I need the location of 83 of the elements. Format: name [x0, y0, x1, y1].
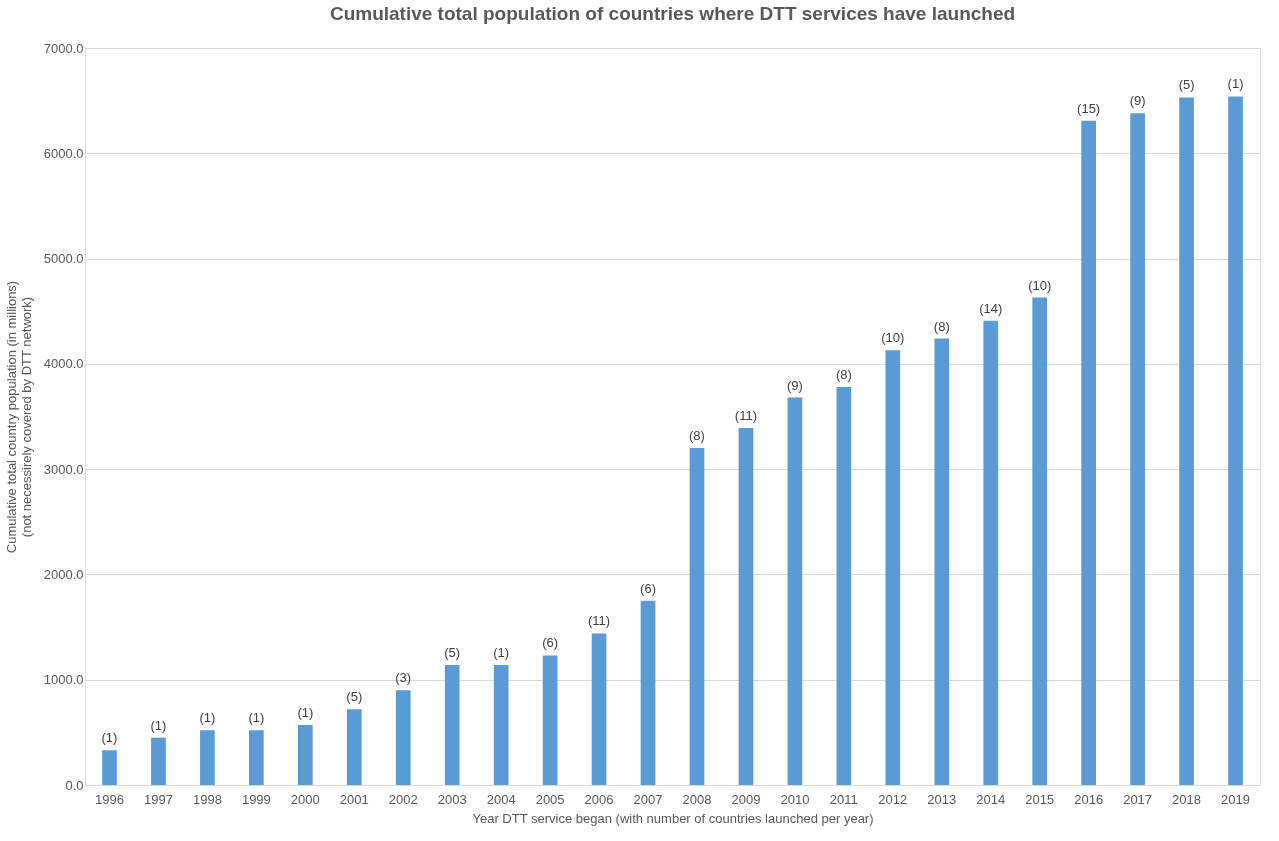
- annotation: (6): [640, 580, 656, 596]
- bar: [542, 655, 558, 785]
- x-tick-label: 2008: [682, 791, 712, 807]
- y-tick-label: 2000.0: [43, 566, 84, 582]
- bar: [1179, 97, 1194, 785]
- annotation: (1): [297, 704, 314, 720]
- x-tick-label: 2003: [437, 791, 467, 807]
- annotation: (14): [979, 300, 1003, 316]
- annotation: (1): [199, 710, 216, 726]
- annotation: (5): [346, 689, 363, 705]
- x-tick-label: 2017: [1123, 791, 1153, 807]
- x-tick-label: 2006: [584, 791, 614, 807]
- x-tick-label: 2015: [1025, 791, 1055, 807]
- y-tick-label: 6000.0: [43, 145, 84, 161]
- annotation: (9): [786, 377, 803, 393]
- x-tick-label: 2005: [535, 791, 565, 807]
- x-tick-label: 2018: [1172, 791, 1202, 807]
- bar: [297, 724, 313, 785]
- bar: [836, 387, 852, 785]
- bar: [591, 633, 607, 785]
- bar: [151, 737, 166, 785]
- bar: [983, 320, 999, 785]
- bar: [102, 750, 117, 785]
- bar: [640, 600, 656, 785]
- bar: [1081, 120, 1096, 785]
- annotation: (3): [395, 670, 412, 686]
- x-tick-label: 2000: [290, 791, 320, 807]
- bar: [1032, 297, 1048, 785]
- x-tick-label: 1998: [192, 791, 222, 807]
- bar: [934, 338, 950, 785]
- bar: [444, 664, 460, 785]
- annotation: (5): [444, 644, 461, 660]
- y-tick-label: 5000.0: [43, 251, 84, 267]
- x-tick-label: 2016: [1074, 791, 1104, 807]
- annotation: (1): [493, 644, 510, 660]
- annotation: (10): [881, 330, 905, 346]
- bar: [787, 397, 803, 785]
- y-tick-label: 7000.0: [43, 40, 84, 56]
- x-axis-title: Year DTT service began (with number of countries launched per year): [472, 810, 874, 826]
- bar: [395, 690, 411, 785]
- bar: [493, 664, 509, 785]
- chart-title: Cumulative total population of countries where DTT services have launched: [329, 3, 1016, 24]
- y-tick-label: 3000.0: [43, 461, 84, 477]
- x-tick-label: 2010: [780, 791, 810, 807]
- bar: [346, 709, 362, 785]
- x-tick-label: 2009: [731, 791, 761, 807]
- annotation: (8): [835, 367, 852, 383]
- bar: [885, 350, 901, 785]
- bar: [249, 730, 264, 785]
- bar: [200, 730, 215, 785]
- annotation: (1): [248, 710, 265, 726]
- y-tick-label: 4000.0: [43, 356, 84, 372]
- x-tick-label: 2002: [388, 791, 418, 807]
- x-tick-label: 2004: [486, 791, 516, 807]
- bar: [689, 448, 705, 785]
- annotation: (11): [734, 408, 758, 424]
- annotation: (15): [1077, 100, 1101, 116]
- x-tick-label: 1997: [143, 791, 173, 807]
- annotation: (9): [1129, 93, 1146, 109]
- x-tick-label: 2007: [633, 791, 663, 807]
- annotation: (8): [689, 428, 705, 444]
- annotation: (11): [587, 613, 611, 629]
- annotation: (1): [101, 730, 118, 746]
- y-tick-label: 0.0: [65, 777, 84, 793]
- annotation: (6): [542, 635, 559, 651]
- annotation: (5): [1178, 77, 1195, 93]
- x-tick-label: 1996: [95, 791, 124, 807]
- x-tick-label: 1999: [241, 791, 271, 807]
- bar: [1130, 113, 1145, 785]
- x-tick-label: 2011: [829, 791, 858, 807]
- annotation: (10): [1028, 277, 1052, 293]
- bar: [1228, 96, 1243, 785]
- x-tick-label: 2001: [339, 791, 369, 807]
- bar: [738, 428, 754, 785]
- annotation: (1): [1227, 76, 1244, 92]
- x-tick-label: 2012: [878, 791, 908, 807]
- annotation: (8): [933, 318, 950, 334]
- annotation: (1): [150, 717, 167, 733]
- y-tick-label: 1000.0: [43, 672, 84, 688]
- x-tick-label: 2014: [976, 791, 1006, 807]
- y-axis-title: Cumulative total country population (in millions) (not necessirely covered by DTT network): [3, 280, 34, 554]
- x-tick-label: 2013: [927, 791, 957, 807]
- x-tick-label: 2019: [1221, 791, 1250, 807]
